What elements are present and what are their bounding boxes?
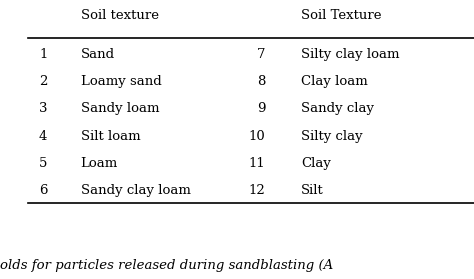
Text: 4: 4 xyxy=(39,130,47,143)
Text: Loam: Loam xyxy=(81,157,118,170)
Text: 3: 3 xyxy=(39,102,47,115)
Text: Silty clay: Silty clay xyxy=(301,130,363,143)
Text: 7: 7 xyxy=(257,48,265,61)
Text: 10: 10 xyxy=(249,130,265,143)
Text: Sandy clay: Sandy clay xyxy=(301,102,374,115)
Text: 6: 6 xyxy=(39,184,47,197)
Text: Clay loam: Clay loam xyxy=(301,75,368,88)
Text: Clay: Clay xyxy=(301,157,331,170)
Text: Sandy loam: Sandy loam xyxy=(81,102,159,115)
Text: Sand: Sand xyxy=(81,48,115,61)
Text: Silty clay loam: Silty clay loam xyxy=(301,48,400,61)
Text: 2: 2 xyxy=(39,75,47,88)
Text: Soil texture: Soil texture xyxy=(81,9,159,22)
Text: Soil Texture: Soil Texture xyxy=(301,9,382,22)
Text: 12: 12 xyxy=(249,184,265,197)
Text: Silt: Silt xyxy=(301,184,324,197)
Text: 8: 8 xyxy=(257,75,265,88)
Text: olds for particles released during sandblasting (A: olds for particles released during sandb… xyxy=(0,259,333,273)
Text: Sandy clay loam: Sandy clay loam xyxy=(81,184,191,197)
Text: 9: 9 xyxy=(257,102,265,115)
Text: 11: 11 xyxy=(249,157,265,170)
Text: 5: 5 xyxy=(39,157,47,170)
Text: 1: 1 xyxy=(39,48,47,61)
Text: Silt loam: Silt loam xyxy=(81,130,140,143)
Text: Loamy sand: Loamy sand xyxy=(81,75,161,88)
